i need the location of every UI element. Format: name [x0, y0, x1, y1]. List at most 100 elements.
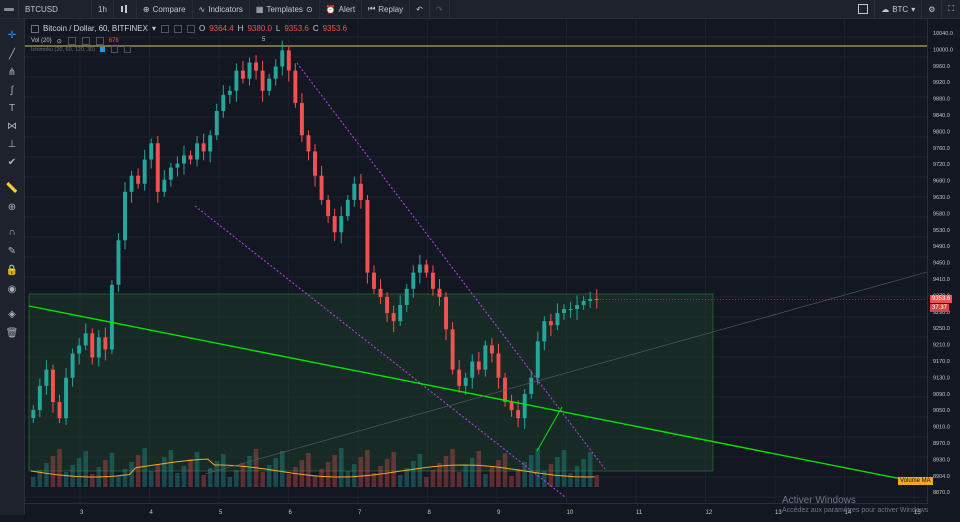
legend-box-icon[interactable] [173, 24, 182, 33]
volume-bar [568, 473, 573, 487]
menu-logo-icon[interactable] [0, 0, 19, 18]
volume-bar [31, 477, 36, 487]
ohlc-low-value: 9353.6 [284, 24, 309, 33]
indicators-button[interactable]: ∿ Indicators [193, 0, 250, 18]
volume-bar [103, 460, 108, 487]
replay-icon: ⏮ [368, 4, 376, 13]
lock-icon[interactable]: 🔒 [5, 264, 19, 276]
price-axis[interactable]: 10040.0 10000.0 9960.0 9920.0 9880.0 9840.0 98… [927, 19, 960, 504]
time-axis[interactable]: 3 4 5 6 7 8 9 10 11 12 13 14 15 [25, 503, 927, 516]
volume-bar [489, 467, 495, 487]
ichimoku-label[interactable]: Ichimoku (20, 60, 120, 30) [31, 46, 95, 53]
volume-bar [404, 468, 410, 487]
volume-bar [129, 462, 134, 487]
brush-icon[interactable]: ∫ [10, 84, 14, 96]
price-tick-label: 9840.0 [933, 113, 950, 119]
price-change-badge: 37.37 [930, 304, 950, 312]
price-chart[interactable] [25, 19, 927, 504]
pitchfork-icon[interactable]: ⋔ [7, 66, 17, 78]
volume-bar [273, 458, 278, 487]
magnet-icon[interactable]: ∩ [8, 226, 16, 238]
chart-style-button[interactable] [114, 0, 137, 18]
pencil-lock-icon[interactable]: ✎ [7, 245, 17, 257]
compare-button[interactable]: ⊕ Compare [137, 0, 193, 18]
fullscreen-button[interactable]: ⛶ [942, 0, 960, 18]
chevron-down-icon[interactable]: ▾ [151, 24, 156, 33]
eye-icon[interactable]: ◉ [7, 283, 17, 295]
legend-box-icon[interactable] [160, 24, 169, 33]
volume-label[interactable]: Vol (20) [31, 38, 52, 44]
legend-collapse-icon[interactable] [31, 24, 39, 33]
volume-bar [443, 456, 449, 487]
volume-bar [142, 448, 147, 487]
volume-bar [201, 475, 206, 487]
prediction-icon[interactable]: ⊥ [7, 138, 17, 150]
volume-bar [247, 456, 252, 487]
volume-bar [522, 462, 527, 487]
undo-button[interactable]: ↶ [410, 0, 430, 18]
series-legend: Bitcoin / Dollar, 60, BITFINEX ▾ O 9364.4… [31, 24, 347, 33]
volume-ma-badge: Volume MA [898, 477, 933, 485]
candle-body [430, 272, 435, 289]
candle-body [195, 143, 200, 160]
ichimoku-legend: Ichimoku (20, 60, 120, 30) [31, 46, 131, 53]
legend-box-icon[interactable] [123, 46, 131, 53]
chart-pane[interactable] [25, 19, 927, 504]
check-icon[interactable]: ✔ [7, 156, 17, 168]
candle-body [457, 369, 462, 386]
range-zone [28, 293, 714, 472]
candle-body [306, 135, 311, 152]
candle-body [548, 321, 553, 326]
trendline-icon[interactable]: ╱ [8, 48, 16, 60]
replay-button[interactable]: ⏮ Replay [362, 0, 411, 18]
volume-bar [469, 458, 475, 487]
settings-button[interactable]: ⚙ [922, 0, 943, 18]
volume-bar [207, 468, 213, 487]
price-tick-label: 9210.0 [933, 343, 950, 349]
series-title[interactable]: Bitcoin / Dollar, 60, BITFINEX [43, 24, 148, 33]
candle-body [404, 288, 409, 305]
layout-button[interactable] [852, 0, 876, 18]
text-icon[interactable]: T [8, 102, 16, 114]
chevron-down-icon[interactable]: ⊙ [56, 38, 62, 45]
legend-box-icon[interactable] [67, 37, 76, 45]
volume-bar [175, 473, 180, 487]
interval-button[interactable]: 1h [92, 0, 114, 18]
candle-body [240, 70, 245, 79]
pattern-icon[interactable]: ⋈ [7, 120, 17, 132]
redo-button[interactable]: ↷ [430, 0, 450, 18]
volume-bar [148, 471, 154, 487]
volume-bar [358, 457, 364, 487]
time-tick-label: 4 [150, 510, 154, 516]
volume-ma-line [30, 458, 595, 478]
candle-body [575, 305, 580, 310]
candle-body [280, 50, 285, 67]
trash-icon[interactable]: 🗑 [5, 327, 19, 339]
price-tick-label: 9720.0 [933, 162, 950, 168]
ohlc-close-label: C [312, 24, 319, 33]
visibility-icon[interactable] [99, 47, 105, 52]
top-toolbar: BTCUSD 1h ⊕ Compare ∿ Indicators ▦ Templ… [0, 0, 960, 19]
legend-box-icon[interactable] [186, 24, 195, 33]
alert-button[interactable]: ⏰ Alert [320, 0, 363, 18]
volume-bar [63, 472, 69, 487]
ruler-icon[interactable]: 📏 [5, 182, 19, 194]
zoom-icon[interactable]: ⊕ [7, 201, 17, 213]
layers-icon[interactable]: ◈ [8, 308, 16, 320]
templates-button[interactable]: ▦ Templates ⊙ [250, 0, 320, 18]
legend-box-icon[interactable] [110, 46, 118, 53]
crosshair-icon[interactable]: ✛ [7, 29, 17, 41]
cloud-button[interactable]: ☁ BTC ▾ [875, 0, 923, 18]
candle-body [444, 296, 449, 330]
candle-body [208, 135, 213, 152]
legend-box-icon[interactable] [81, 37, 90, 45]
legend-box-icon[interactable] [95, 37, 104, 45]
candle-body [123, 191, 127, 241]
candle-body [116, 240, 121, 285]
volume-bar [279, 451, 285, 487]
price-tick-label: 9130.0 [933, 375, 950, 381]
symbol-search-button[interactable]: BTCUSD [19, 0, 92, 18]
candle-body [326, 199, 331, 217]
volume-bar [476, 451, 482, 487]
candle-body [352, 183, 357, 200]
